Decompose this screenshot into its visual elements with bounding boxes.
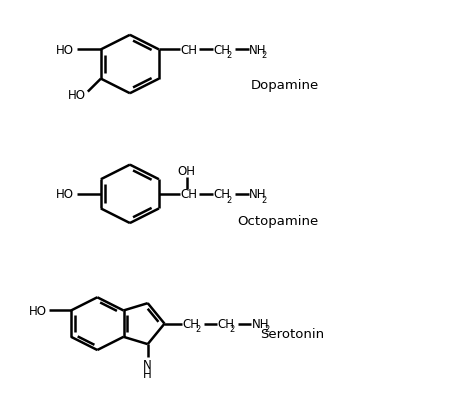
Text: 2: 2 <box>264 325 269 334</box>
Text: CH: CH <box>181 44 198 57</box>
Text: 2: 2 <box>262 51 267 60</box>
Text: 2: 2 <box>262 195 267 204</box>
Text: HO: HO <box>67 88 85 101</box>
Text: CH: CH <box>213 44 230 57</box>
Text: 2: 2 <box>195 325 201 334</box>
Text: Serotonin: Serotonin <box>260 328 324 340</box>
Text: Octopamine: Octopamine <box>237 214 318 227</box>
Text: HO: HO <box>56 44 74 57</box>
Text: H: H <box>143 367 152 380</box>
Text: NH: NH <box>249 188 267 201</box>
Text: 2: 2 <box>230 325 235 334</box>
Text: CH: CH <box>182 317 200 330</box>
Text: NH: NH <box>249 44 267 57</box>
Text: OH: OH <box>178 164 196 177</box>
Text: HO: HO <box>56 188 74 201</box>
Text: NH: NH <box>252 317 269 330</box>
Text: CH: CH <box>217 317 234 330</box>
Text: 2: 2 <box>226 195 231 204</box>
Text: CH: CH <box>213 188 230 201</box>
Text: N: N <box>143 358 152 371</box>
Text: Dopamine: Dopamine <box>251 78 319 92</box>
Text: 2: 2 <box>226 51 231 60</box>
Text: HO: HO <box>28 304 46 317</box>
Text: CH: CH <box>181 188 198 201</box>
